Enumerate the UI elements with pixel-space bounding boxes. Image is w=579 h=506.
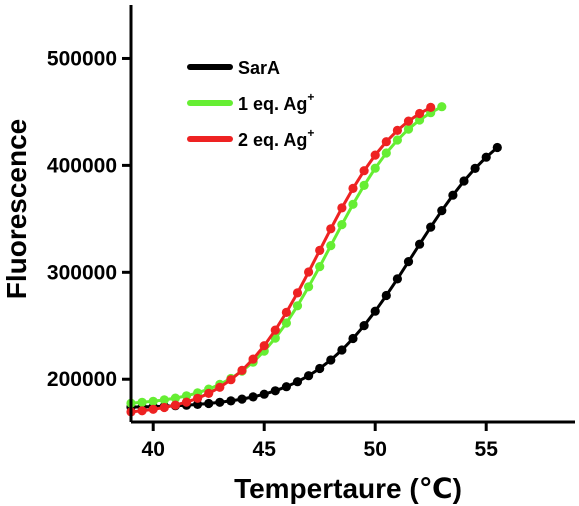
data-point [270, 325, 280, 335]
data-point [437, 206, 447, 216]
data-point [359, 166, 369, 176]
data-point [403, 116, 414, 126]
data-point [304, 371, 314, 381]
data-point [226, 396, 236, 406]
data-point [237, 394, 247, 404]
y-tick-label: 200000 [47, 368, 117, 391]
data-point [437, 102, 447, 112]
series-line [130, 105, 443, 405]
data-point [159, 402, 169, 413]
y-tick-label: 300000 [47, 261, 117, 284]
data-point [281, 318, 291, 328]
data-point [315, 262, 325, 272]
x-axis-title: Tempertaure (℃) [234, 473, 462, 504]
y-tick-label: 500000 [47, 47, 117, 70]
data-point [170, 400, 180, 410]
data-point [315, 245, 325, 255]
data-point [448, 190, 458, 200]
data-point [337, 220, 347, 230]
data-point [159, 395, 169, 405]
data-point [348, 333, 358, 344]
y-tick-label: 400000 [47, 154, 117, 177]
data-point [215, 397, 225, 407]
data-point [470, 163, 480, 173]
series-2 [126, 102, 436, 417]
data-point [292, 301, 303, 311]
series-line [130, 146, 499, 409]
data-point [259, 341, 269, 351]
data-point [381, 290, 391, 301]
data-point [403, 124, 414, 134]
data-point [292, 288, 303, 298]
data-point [248, 392, 258, 402]
data-point [326, 241, 336, 251]
data-point [392, 135, 402, 145]
data-point [370, 163, 380, 173]
data-point [215, 382, 225, 392]
data-point [270, 386, 280, 396]
x-tick-label: 50 [364, 438, 387, 461]
data-point [370, 306, 380, 316]
data-point [292, 377, 303, 387]
data-point [348, 199, 358, 209]
legend-label: 1 eq. Ag+ [238, 90, 314, 114]
data-point [348, 183, 358, 193]
data-point [181, 397, 192, 407]
x-tick-label: 55 [475, 438, 499, 461]
data-point [281, 307, 291, 317]
data-point [326, 355, 336, 365]
data-point [259, 389, 269, 399]
x-tick-label: 40 [142, 438, 165, 461]
legend: SarA 1 eq. Ag+ 2 eq. Ag+ [187, 58, 314, 150]
data-point [392, 125, 402, 135]
data-point [359, 180, 369, 190]
data-point [148, 396, 158, 406]
data-point [492, 142, 502, 153]
data-point [426, 222, 436, 232]
data-point [326, 224, 336, 234]
y-axis-title: Fluorescence [1, 119, 32, 300]
data-point [204, 398, 214, 409]
plot-area [126, 102, 502, 417]
data-point [370, 150, 380, 160]
data-point [415, 108, 425, 119]
data-point [381, 137, 391, 147]
data-point [137, 406, 147, 416]
data-point [392, 274, 402, 284]
data-point [337, 345, 347, 355]
x-tick-label: 45 [253, 438, 277, 461]
data-point [193, 393, 203, 403]
data-point [381, 148, 391, 158]
data-point [337, 203, 347, 213]
data-point [237, 365, 247, 375]
data-point [459, 176, 469, 186]
data-point [226, 375, 236, 385]
y-axis-ticks: 200000 300000 400000 500000 [47, 47, 131, 391]
data-point [181, 391, 192, 401]
data-point [415, 239, 425, 249]
data-point [137, 397, 147, 407]
data-point [304, 267, 314, 277]
data-point [170, 393, 180, 403]
data-point [281, 382, 291, 392]
x-axis-ticks: 40 45 50 55 [142, 422, 499, 461]
data-point [403, 257, 414, 267]
legend-label: 2 eq. Ag+ [238, 126, 314, 150]
data-point [359, 321, 369, 331]
data-point [415, 115, 425, 125]
data-point [148, 404, 158, 414]
data-point [304, 282, 314, 292]
series-line [130, 106, 432, 414]
data-point [204, 388, 214, 398]
data-point [248, 354, 258, 364]
series-layer [126, 102, 502, 417]
data-point [315, 363, 325, 374]
data-point [426, 102, 436, 112]
data-point [481, 152, 491, 162]
legend-label: SarA [238, 58, 280, 78]
